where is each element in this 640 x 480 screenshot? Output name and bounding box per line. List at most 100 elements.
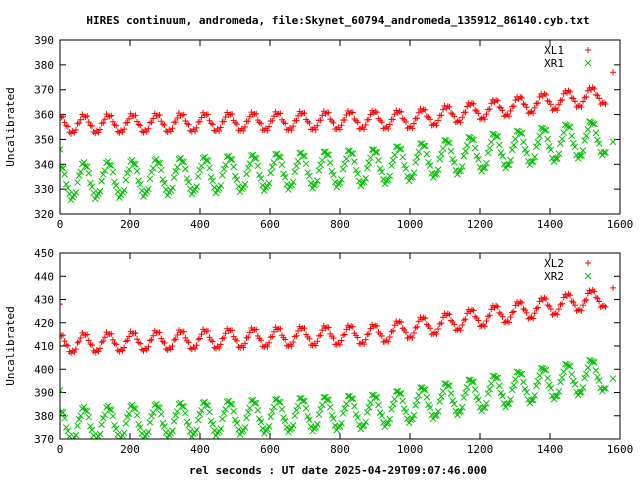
data-point: [221, 334, 228, 341]
data-point: [341, 160, 349, 168]
data-point: [446, 139, 453, 147]
data-point: [148, 119, 155, 126]
data-point: [251, 154, 258, 162]
data-point: [241, 340, 248, 347]
data-point: [244, 408, 252, 416]
data-point: [576, 152, 584, 159]
data-point: [413, 153, 421, 161]
data-point: [293, 117, 300, 124]
data-point: [433, 122, 440, 129]
data-point: [245, 118, 252, 125]
data-point: [288, 343, 295, 350]
data-point: [196, 410, 204, 418]
data-point: [470, 100, 477, 107]
x-tick-label: 400: [190, 218, 210, 231]
data-point: [306, 335, 313, 342]
data-point: [559, 96, 566, 103]
data-point: [415, 148, 423, 156]
data-point: [344, 147, 352, 155]
data-point: [229, 111, 236, 118]
data-point: [248, 152, 255, 159]
data-point: [170, 174, 178, 181]
data-point: [80, 159, 88, 166]
data-point: [173, 163, 181, 171]
data-point: [471, 144, 479, 152]
data-point: [334, 180, 342, 188]
data-point: [122, 176, 130, 184]
data-point: [145, 343, 152, 350]
data-point: [483, 111, 490, 118]
data-point: [423, 393, 431, 401]
data-point: [571, 143, 579, 151]
data-point: [336, 179, 344, 187]
data-point: [462, 389, 469, 397]
data-point: [410, 329, 417, 336]
data-point: [457, 119, 464, 126]
data-point: [385, 338, 392, 345]
data-point: [510, 103, 517, 110]
data-point: [558, 135, 566, 143]
data-point: [415, 391, 423, 399]
data-point: [196, 166, 204, 174]
data-point: [167, 128, 174, 135]
legend-label: XR2: [544, 270, 564, 283]
data-point: [481, 323, 488, 330]
data-point: [578, 104, 585, 111]
data-point: [134, 336, 141, 343]
data-point: [150, 115, 157, 122]
data-point: [330, 415, 337, 423]
data-point: [439, 314, 446, 321]
data-point: [508, 146, 516, 154]
data-point: [378, 119, 385, 126]
data-point: [610, 284, 616, 291]
data-point: [367, 399, 374, 406]
data-point: [399, 397, 407, 405]
x-tick-label: 0: [57, 443, 64, 456]
data-point: [596, 298, 603, 305]
data-point: [347, 149, 355, 157]
data-point: [130, 160, 138, 168]
data-point: [488, 100, 495, 107]
data-point: [146, 175, 154, 183]
data-point: [112, 425, 120, 433]
data-point: [119, 347, 126, 354]
data-point: [113, 122, 120, 129]
data-point: [199, 154, 207, 162]
data-point: [72, 189, 80, 196]
data-point: [270, 159, 278, 166]
data-point: [323, 151, 331, 158]
data-point: [410, 411, 418, 419]
data-point: [481, 404, 489, 411]
data-point: [580, 98, 587, 105]
y-axis-label: Uncalibrated: [4, 87, 17, 166]
data-point: [433, 411, 440, 419]
data-point: [536, 298, 543, 305]
data-point: [85, 169, 93, 177]
data-point: [518, 94, 525, 101]
data-point: [529, 158, 537, 166]
data-point: [447, 390, 455, 397]
data-point: [444, 382, 452, 389]
data-point: [402, 329, 409, 336]
y-tick-label: 370: [34, 433, 54, 446]
data-point: [302, 404, 310, 412]
data-point: [475, 110, 482, 117]
data-point: [180, 328, 187, 335]
x-tick-label: 1600: [607, 218, 634, 231]
data-point: [87, 423, 94, 430]
data-point: [169, 342, 176, 349]
data-point: [487, 380, 495, 387]
data-point: [290, 123, 297, 130]
data-point: [497, 149, 505, 157]
data-point: [221, 118, 228, 125]
data-point: [204, 327, 211, 334]
data-point: [385, 125, 392, 132]
data-point: [386, 333, 393, 340]
data-point: [243, 170, 250, 178]
data-point: [84, 331, 91, 338]
data-point: [470, 378, 477, 386]
x-tick-label: 800: [330, 218, 350, 231]
data-point: [193, 426, 200, 434]
x-tick-label: 600: [260, 443, 280, 456]
data-point: [280, 170, 287, 178]
